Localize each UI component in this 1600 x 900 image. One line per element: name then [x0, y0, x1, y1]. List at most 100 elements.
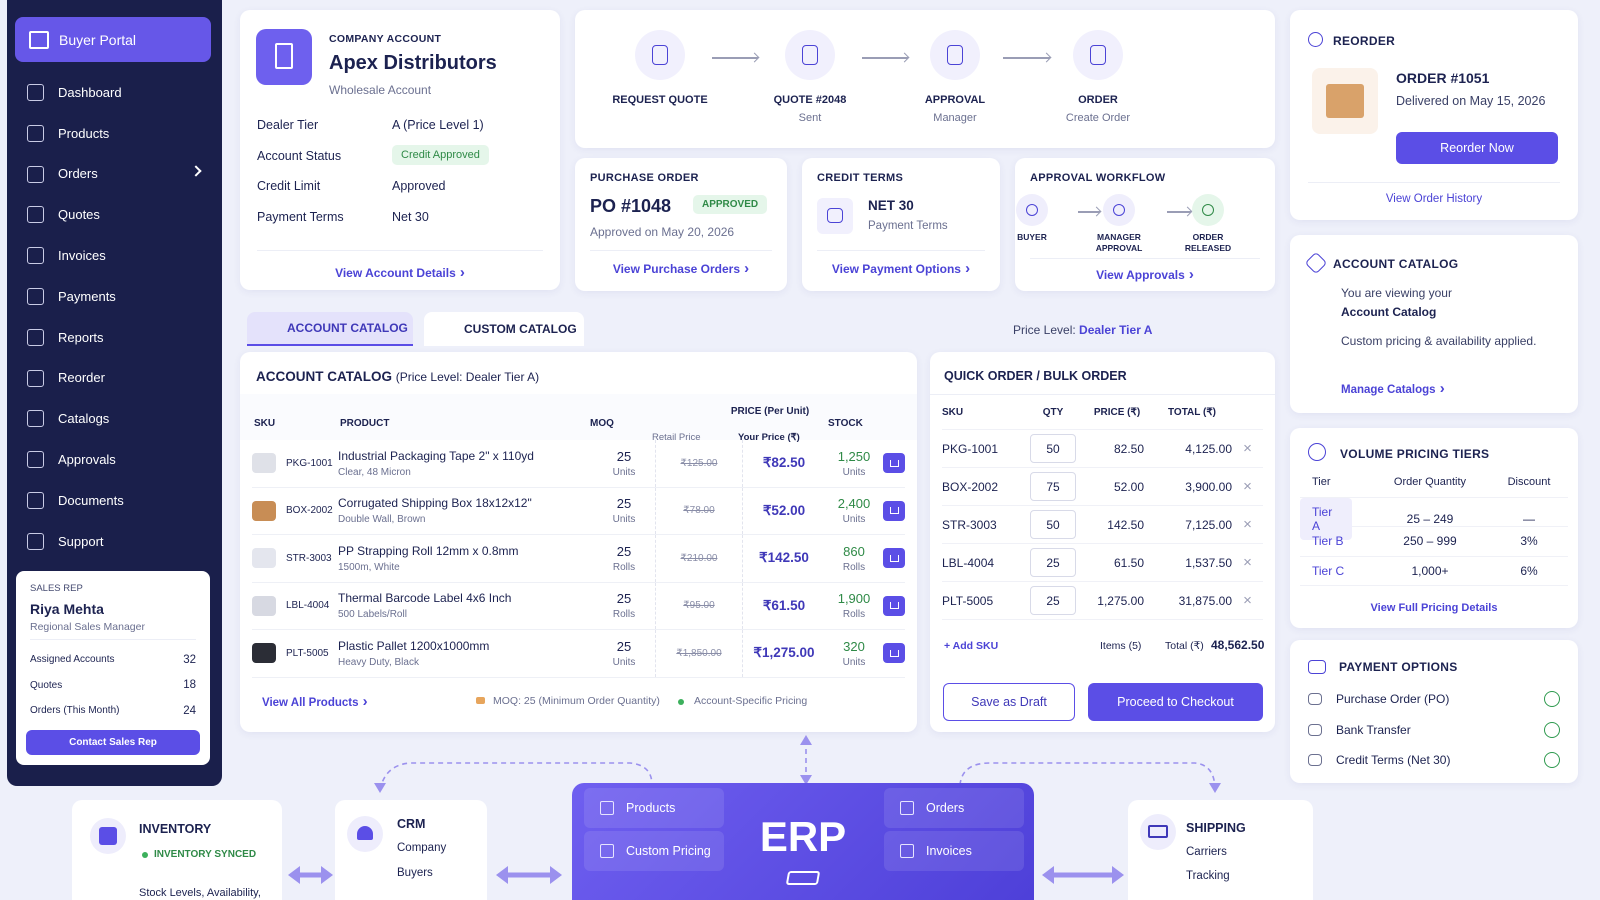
payment-title: PAYMENT OPTIONS	[1339, 660, 1458, 674]
side-catalog-card: ACCOUNT CATALOG You are viewing your Acc…	[1290, 235, 1578, 413]
contact-button[interactable]: Contact Sales Rep	[26, 730, 200, 755]
price-level-label: Price Level:	[1013, 323, 1076, 337]
reorder-label: REORDER	[1333, 34, 1396, 48]
reorder-button[interactable]: Reorder Now	[1396, 132, 1558, 164]
nav-item[interactable]: Support	[7, 521, 222, 562]
catalog-card: ACCOUNT CATALOG (Price Level: Dealer Tie…	[240, 352, 917, 732]
tier-name: Tier B	[1312, 534, 1344, 549]
nav-item[interactable]: Reports	[7, 317, 222, 358]
quick-th: TOTAL (₹)	[1167, 407, 1217, 418]
account-name: Apex Distributors	[329, 52, 497, 74]
flow-title: ORDER	[1078, 94, 1118, 106]
qty-input[interactable]: 50	[1030, 510, 1076, 539]
approval-step: ORDER RELEASED	[1178, 194, 1238, 254]
approval-step: MANAGER APPROVAL	[1089, 194, 1149, 254]
tier-row: Tier A 25 – 249 —	[1300, 497, 1568, 540]
nav-item[interactable]: Payments	[7, 276, 222, 317]
stock-unit: Units	[842, 514, 866, 526]
qty-input[interactable]: 50	[1030, 434, 1076, 463]
add-to-cart[interactable]	[883, 500, 905, 521]
payment-list: Purchase Order (PO) Bank Transfer Credit…	[1308, 684, 1560, 776]
remove-row[interactable]: ×	[1243, 478, 1252, 495]
nav-item[interactable]: Catalogs	[7, 398, 222, 439]
side-catalog-link[interactable]: Manage Catalogs	[1341, 380, 1445, 397]
po-card: PURCHASE ORDER PO #1048 APPROVED Approve…	[575, 158, 787, 291]
quick-th: QTY	[1042, 407, 1064, 418]
catalog-row: PLT-5005 Plastic Pallet 1200x1000mm Heavy…	[252, 630, 905, 678]
flow-card: REQUEST QUOTE QUOTE #2048 Sent APPROVAL …	[575, 10, 1275, 148]
stock-unit: Units	[842, 466, 866, 478]
sku: STR-3003	[286, 552, 332, 564]
erp-item: Products	[584, 788, 724, 828]
add-to-cart[interactable]	[883, 548, 905, 569]
po-link[interactable]: View Purchase Orders	[575, 260, 787, 277]
shipping-card: SHIPPING Carriers Tracking	[1128, 800, 1313, 900]
field-label: Payment Terms	[257, 209, 344, 224]
qty-input[interactable]: 25	[1030, 586, 1076, 615]
nav-item[interactable]: Quotes	[7, 194, 222, 235]
account-label: COMPANY ACCOUNT	[329, 33, 442, 45]
tab[interactable]: CUSTOM CATALOG	[424, 312, 584, 346]
nav-item[interactable]: Documents	[7, 480, 222, 521]
tier-name: Tier C	[1312, 563, 1345, 578]
quick-total: 3,900.00	[1185, 479, 1232, 494]
reorder-link[interactable]: View Order History	[1385, 193, 1483, 205]
remove-row[interactable]: ×	[1243, 592, 1252, 609]
remove-row[interactable]: ×	[1243, 440, 1252, 457]
approval-link[interactable]: View Approvals	[1015, 266, 1275, 283]
approval-step: BUYER	[1002, 194, 1062, 243]
th-product: PRODUCT	[340, 418, 390, 429]
brand-button[interactable]: Buyer Portal	[15, 17, 211, 62]
qty-input[interactable]: 25	[1030, 548, 1076, 577]
add-to-cart[interactable]	[883, 595, 905, 616]
qty-input[interactable]: 75	[1030, 472, 1076, 501]
side-catalog-title: ACCOUNT CATALOG	[1333, 257, 1459, 271]
draft-button[interactable]: Save as Draft	[943, 683, 1075, 721]
nav-item[interactable]: Reorder	[7, 358, 222, 399]
tier-qty: 250 – 999	[1403, 534, 1457, 549]
check	[1544, 752, 1560, 769]
account-field: Account Status Credit Approved	[257, 144, 489, 165]
add-to-cart[interactable]	[883, 453, 905, 474]
erp-item: Orders	[884, 788, 1024, 828]
stat-value: 32	[183, 653, 196, 666]
account-field: Credit Limit Approved	[257, 179, 446, 193]
flow-sub: Manager	[933, 112, 977, 124]
th-retail: Retail Price	[652, 432, 701, 443]
catalog-row: BOX-2002 Corrugated Shipping Box 18x12x1…	[252, 487, 905, 535]
nav-item[interactable]: Invoices	[7, 235, 222, 276]
add-sku[interactable]: + Add SKU	[944, 640, 999, 652]
quick-th: SKU	[942, 407, 964, 418]
account-link[interactable]: View Account Details	[240, 264, 560, 281]
crm-item: Buyers	[397, 867, 433, 879]
inventory-status: INVENTORY SYNCED	[154, 849, 257, 860]
box-image	[1312, 68, 1378, 134]
nav-item[interactable]: Products	[7, 113, 222, 154]
nav-item[interactable]: Orders	[7, 154, 222, 195]
add-to-cart[interactable]	[883, 643, 905, 664]
remove-row[interactable]: ×	[1243, 516, 1252, 533]
tab[interactable]: ACCOUNT CATALOG	[247, 312, 413, 346]
nav: Dashboard Products Orders Quotes Invoices Pay…	[7, 72, 222, 562]
quick-price: 1,275.00	[1097, 593, 1144, 608]
credit-link[interactable]: View Payment Options	[802, 260, 1000, 277]
tier-discount: —	[1523, 511, 1535, 526]
shipping-item: Carriers	[1186, 846, 1227, 858]
inventory-card: INVENTORY INVENTORY SYNCED Stock Levels,…	[72, 800, 282, 900]
catalog-link[interactable]: View All Products	[262, 693, 368, 710]
approval-step-label: MANAGER APPROVAL	[1095, 232, 1143, 253]
checkout-button[interactable]: Proceed to Checkout	[1088, 683, 1263, 721]
account-field: Dealer Tier A (Price Level 1)	[257, 118, 484, 132]
stat-label: Assigned Accounts	[30, 654, 115, 666]
approval-step-label: ORDER RELEASED	[1184, 232, 1232, 253]
tier-discount: 6%	[1520, 563, 1538, 578]
nav-label: Support	[58, 533, 104, 549]
nav-item[interactable]: Dashboard	[7, 72, 222, 113]
product-desc: Double Wall, Brown	[338, 514, 426, 526]
account-field: Payment Terms Net 30	[257, 210, 429, 224]
nav-item[interactable]: Approvals	[7, 439, 222, 480]
your-price: ₹52.00	[762, 502, 806, 518]
volume-link[interactable]: View Full Pricing Details	[1370, 602, 1498, 614]
remove-row[interactable]: ×	[1243, 554, 1252, 571]
catalog-row: STR-3003 PP Strapping Roll 12mm x 0.8mm 1…	[252, 535, 905, 583]
